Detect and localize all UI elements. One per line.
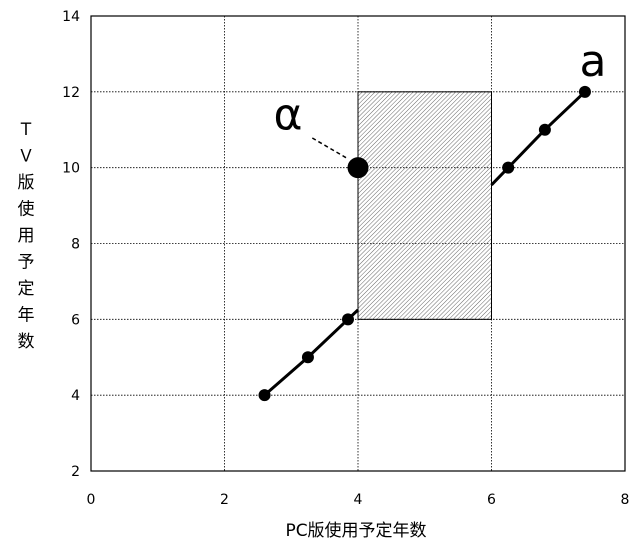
data-point-2 [341,313,354,326]
y-axis-label-char-5: 予 [18,253,35,273]
data-point-1 [301,351,314,364]
x-axis-label: PC版使用予定年数 [285,520,426,541]
y-axis-label-char-0: Ｔ [18,120,35,140]
y-tick-label-12: 12 [62,85,80,101]
data-point-3 [502,161,515,174]
data-point-5 [578,85,591,98]
y-tick-label-8: 8 [71,237,80,253]
y-tick-label-2: 2 [71,464,80,480]
data-points-layer [258,85,591,402]
shaded-region-layer [357,91,492,320]
data-point-0 [258,389,271,402]
shaded-region [357,91,492,320]
highlight-point-alpha [347,157,369,179]
y-tick-label-4: 4 [71,388,80,404]
y-axis-label-char-3: 使 [18,199,35,220]
y-axis-label-char-1: Ｖ [18,147,35,167]
plot-frame [90,15,626,472]
y-axis-label-char-8: 数 [18,332,35,352]
x-tick-label-0: 0 [87,492,96,508]
y-axis-label-char-4: 用 [18,226,35,246]
series-a-line-lower [263,308,360,397]
alpha-leader-line [309,136,347,159]
y-tick-label-6: 6 [71,312,80,328]
y-tick-label-14: 14 [62,9,80,25]
highlight-point-label: α [273,90,302,141]
data-point-4 [538,123,551,136]
series-a-line-upper [490,90,586,186]
series-line-layer [263,90,586,397]
y-axis-label-char-2: 版 [18,173,35,193]
y-axis-label-char-7: 年 [18,306,35,326]
series-label-a: a [579,36,606,87]
x-tick-label-2: 2 [220,492,229,508]
x-tick-label-8: 8 [621,492,630,508]
y-tick-label-10: 10 [62,161,80,177]
x-tick-label-4: 4 [354,492,363,508]
x-tick-label-6: 6 [487,492,496,508]
y-axis-label-char-6: 定 [18,279,35,299]
